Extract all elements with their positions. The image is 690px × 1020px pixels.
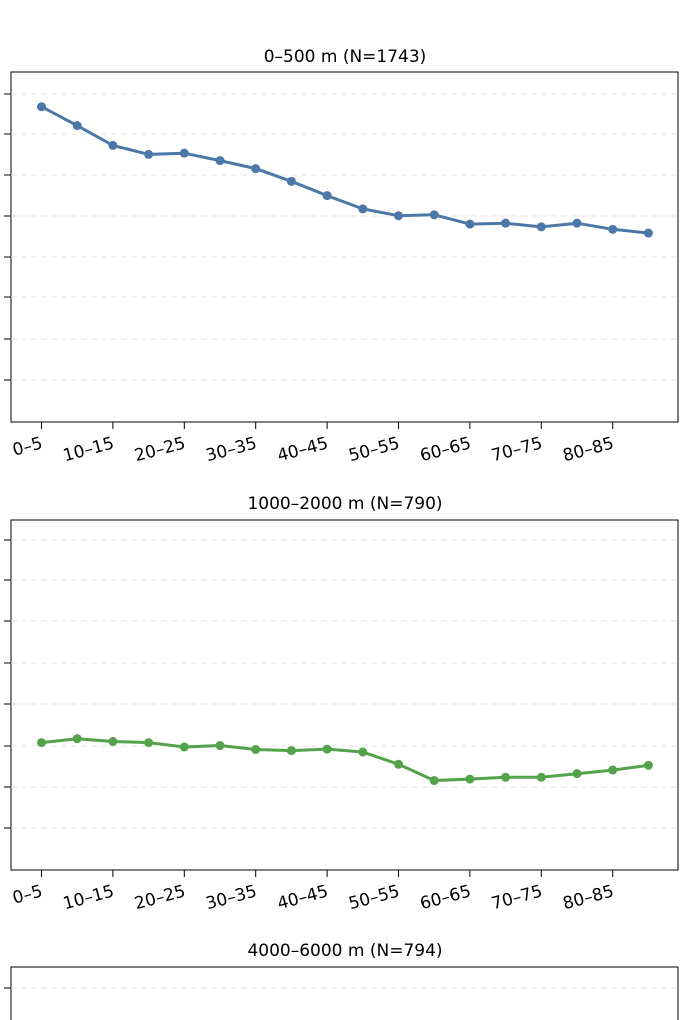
data-point bbox=[358, 747, 368, 757]
data-point bbox=[572, 769, 582, 779]
panel-2-title: 1000–2000 m (N=790) bbox=[247, 494, 442, 514]
x-tick-label: 30–35 bbox=[204, 434, 259, 467]
x-tick-label: 70–75 bbox=[489, 434, 544, 467]
series-line bbox=[40, 105, 649, 235]
data-point bbox=[572, 218, 582, 228]
panel-2-y-ticks bbox=[4, 539, 11, 829]
panel-2-series bbox=[37, 734, 653, 786]
data-point bbox=[37, 738, 46, 748]
panel-1-y-ticks bbox=[4, 93, 11, 381]
panel-1-x-ticks: 0–5 10–15 20–25 30–35 40–45 50–55 60–65 70–75 80… bbox=[11, 422, 616, 466]
x-tick-label: 80–85 bbox=[561, 434, 616, 467]
data-point bbox=[215, 741, 225, 751]
x-tick-label: 10–15 bbox=[61, 882, 116, 915]
data-point bbox=[286, 176, 296, 186]
panel-1-series bbox=[37, 102, 653, 238]
data-point bbox=[108, 140, 118, 150]
panel-3-plot-area bbox=[10, 966, 679, 1020]
data-point bbox=[72, 734, 82, 744]
x-tick-label: 0–5 bbox=[11, 434, 45, 461]
data-point bbox=[144, 149, 154, 159]
x-tick-label: 70–75 bbox=[489, 882, 544, 915]
data-point bbox=[465, 219, 475, 229]
data-point bbox=[608, 224, 618, 234]
data-point bbox=[108, 737, 118, 747]
data-point bbox=[322, 744, 332, 754]
data-point bbox=[286, 746, 296, 756]
x-tick-label: 40–45 bbox=[275, 882, 330, 915]
data-point bbox=[179, 148, 189, 158]
x-tick-label: 20–25 bbox=[132, 434, 187, 467]
data-point bbox=[608, 765, 618, 775]
x-tick-label: 0–5 bbox=[11, 882, 45, 909]
data-point bbox=[429, 776, 439, 786]
data-point bbox=[536, 772, 546, 782]
data-point bbox=[251, 744, 261, 754]
panel-2-plot-area bbox=[10, 519, 679, 871]
data-point bbox=[72, 121, 82, 131]
panel-1: 0–500 m (N=1743) 0–5 10–15 20–25 30–35 40–45… bbox=[4, 47, 679, 466]
data-point bbox=[37, 102, 46, 112]
data-point bbox=[429, 210, 439, 220]
data-point bbox=[643, 228, 653, 238]
data-point bbox=[251, 164, 261, 174]
data-point bbox=[394, 211, 403, 221]
x-tick-label: 50–55 bbox=[347, 434, 402, 467]
data-point bbox=[322, 191, 332, 201]
x-tick-label: 40–45 bbox=[275, 434, 330, 467]
data-point bbox=[643, 760, 653, 770]
panel-3: 4000–6000 m (N=794) bbox=[4, 941, 679, 1020]
data-point bbox=[358, 204, 368, 214]
panel-2: 1000–2000 m (N=790) 0–5 10–15 20–25 30–35 40… bbox=[4, 494, 679, 914]
x-tick-label: 80–85 bbox=[561, 882, 616, 915]
data-point bbox=[394, 759, 403, 769]
data-point bbox=[215, 156, 225, 166]
panel-1-title: 0–500 m (N=1743) bbox=[264, 47, 427, 67]
x-tick-label: 50–55 bbox=[347, 882, 402, 915]
panel-2-gridlines bbox=[11, 539, 678, 829]
panel-1-plot-area bbox=[10, 71, 679, 423]
data-point bbox=[144, 738, 154, 748]
data-point bbox=[501, 772, 511, 782]
x-tick-label: 20–25 bbox=[132, 882, 187, 915]
x-tick-label: 60–65 bbox=[418, 434, 473, 467]
data-point bbox=[536, 222, 546, 232]
data-point bbox=[179, 742, 189, 752]
x-tick-label: 10–15 bbox=[61, 434, 116, 467]
data-point bbox=[501, 218, 511, 228]
panel-1-gridlines bbox=[11, 93, 678, 381]
panel-2-x-ticks: 0–5 10–15 20–25 30–35 40–45 50–55 60–65 70–75 80… bbox=[11, 870, 616, 914]
data-point bbox=[465, 774, 475, 784]
series-line bbox=[41, 737, 649, 782]
x-tick-label: 30–35 bbox=[204, 882, 259, 915]
panel-3-title: 4000–6000 m (N=794) bbox=[247, 941, 442, 961]
x-tick-label: 60–65 bbox=[418, 882, 473, 915]
